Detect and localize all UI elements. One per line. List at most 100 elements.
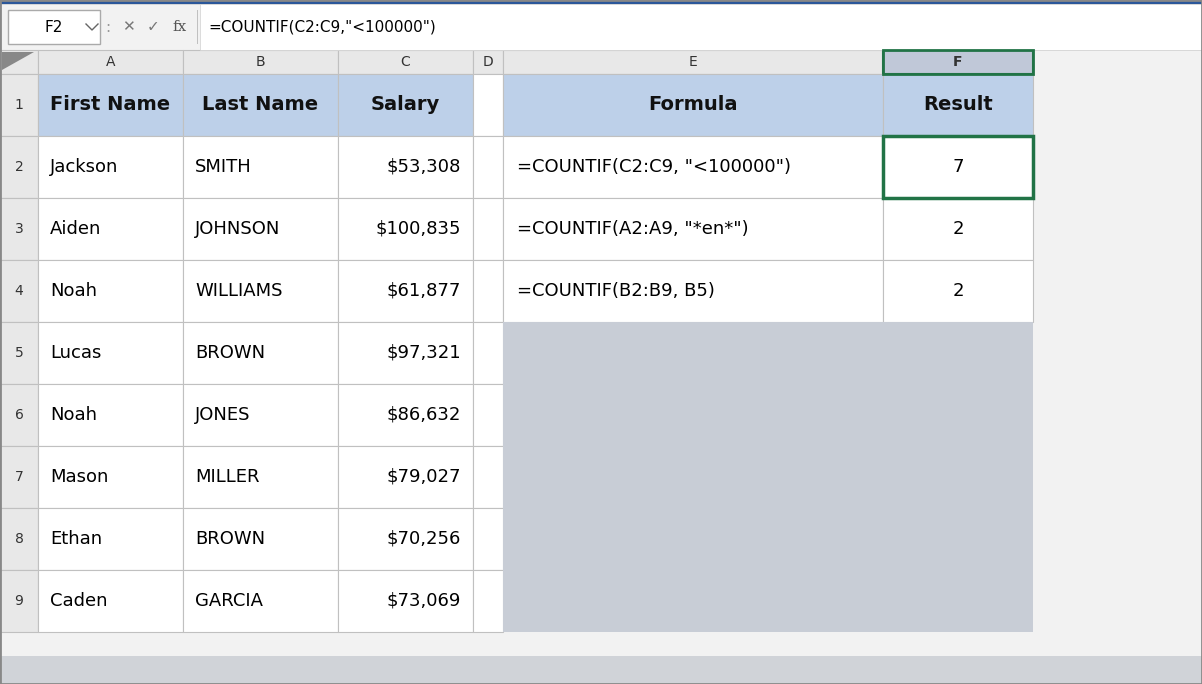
Text: $100,835: $100,835 [375, 220, 462, 238]
Text: B: B [256, 55, 266, 69]
Bar [38, 198, 183, 260]
Text: JONES: JONES [195, 406, 250, 424]
Text: 4: 4 [14, 284, 23, 298]
Bar [474, 50, 502, 74]
Text: Result: Result [923, 96, 993, 114]
Bar [338, 50, 474, 74]
Text: =COUNTIF(C2:C9,"<100000"): =COUNTIF(C2:C9,"<100000") [208, 20, 436, 34]
Text: Ethan: Ethan [50, 530, 102, 548]
Bar [38, 322, 183, 384]
Bar [502, 508, 1033, 570]
Text: Aiden: Aiden [50, 220, 101, 238]
Text: 2: 2 [952, 220, 964, 238]
Bar [183, 50, 338, 74]
Text: 9: 9 [14, 594, 23, 608]
Text: D: D [483, 55, 493, 69]
Bar [38, 508, 183, 570]
Bar [183, 74, 338, 136]
Text: F: F [953, 55, 963, 69]
Bar [0, 198, 38, 260]
Bar [502, 570, 1033, 632]
Bar [502, 322, 1033, 384]
Bar [474, 322, 502, 384]
Text: WILLIAMS: WILLIAMS [195, 282, 282, 300]
Text: Lucas: Lucas [50, 344, 101, 362]
Bar [502, 260, 883, 322]
Bar [183, 570, 338, 632]
Bar [0, 4, 1202, 50]
Bar [474, 198, 502, 260]
Text: 3: 3 [14, 222, 23, 236]
Bar [338, 136, 474, 198]
Text: 7: 7 [14, 470, 23, 484]
Bar [0, 384, 38, 446]
Text: Caden: Caden [50, 592, 107, 610]
Bar [183, 446, 338, 508]
Bar [502, 136, 883, 198]
Text: E: E [689, 55, 697, 69]
Bar [338, 446, 474, 508]
Bar [502, 446, 1033, 508]
Text: ✕: ✕ [121, 20, 135, 34]
Bar [0, 260, 38, 322]
Bar [474, 136, 502, 198]
Bar [883, 50, 1033, 74]
Text: $70,256: $70,256 [387, 530, 462, 548]
Bar [183, 384, 338, 446]
Bar [474, 508, 502, 570]
Bar [883, 136, 1033, 198]
Text: :: : [106, 20, 111, 34]
Bar [474, 570, 502, 632]
Text: 5: 5 [14, 346, 23, 360]
Bar [883, 136, 1033, 198]
Text: 6: 6 [14, 408, 23, 422]
Text: F2: F2 [44, 20, 64, 34]
Bar [338, 570, 474, 632]
Bar [0, 74, 38, 136]
Bar [474, 384, 502, 446]
Bar [883, 198, 1033, 260]
Bar [183, 508, 338, 570]
Bar [0, 0, 1202, 4]
Text: $53,308: $53,308 [387, 158, 462, 176]
Bar [183, 322, 338, 384]
Bar [474, 260, 502, 322]
Text: =COUNTIF(B2:B9, B5): =COUNTIF(B2:B9, B5) [517, 282, 715, 300]
Bar [38, 570, 183, 632]
Bar [38, 50, 183, 74]
Bar [183, 198, 338, 260]
Bar [338, 260, 474, 322]
Text: ✓: ✓ [147, 20, 160, 34]
Text: BROWN: BROWN [195, 530, 266, 548]
Text: Noah: Noah [50, 282, 97, 300]
Text: JOHNSON: JOHNSON [195, 220, 280, 238]
Bar [183, 260, 338, 322]
Text: =COUNTIF(A2:A9, "*en*"): =COUNTIF(A2:A9, "*en*") [517, 220, 749, 238]
Polygon shape [2, 52, 34, 70]
Text: $73,069: $73,069 [387, 592, 462, 610]
Text: C: C [400, 55, 410, 69]
Text: Mason: Mason [50, 468, 108, 486]
Text: Formula: Formula [648, 96, 738, 114]
Bar [8, 10, 100, 44]
Text: MILLER: MILLER [195, 468, 260, 486]
Text: SMITH: SMITH [195, 158, 251, 176]
Text: First Name: First Name [50, 96, 171, 114]
Bar [883, 74, 1033, 136]
Bar [338, 384, 474, 446]
Text: 8: 8 [14, 532, 23, 546]
Bar [502, 198, 883, 260]
Bar [338, 508, 474, 570]
Bar [38, 74, 183, 136]
Text: 7: 7 [952, 158, 964, 176]
Bar [38, 136, 183, 198]
Bar [502, 50, 883, 74]
Bar [0, 570, 38, 632]
Bar [0, 508, 38, 570]
Text: $86,632: $86,632 [387, 406, 462, 424]
Bar [0, 50, 38, 74]
Bar [183, 136, 338, 198]
Text: =COUNTIF(C2:C9, "<100000"): =COUNTIF(C2:C9, "<100000") [517, 158, 791, 176]
Bar [38, 260, 183, 322]
Text: A: A [106, 55, 115, 69]
